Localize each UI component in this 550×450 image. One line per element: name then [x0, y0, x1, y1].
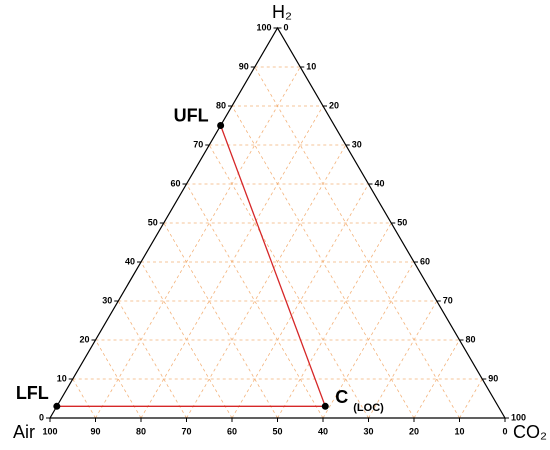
- point: [53, 402, 61, 410]
- co2-tick-label: 0: [284, 22, 289, 32]
- point-label: LFL: [16, 383, 49, 403]
- grid-line: [208, 144, 369, 419]
- co2-tick-label: 80: [466, 334, 476, 344]
- air-tick-label: 60: [227, 426, 237, 436]
- point-label: UFL: [174, 105, 209, 125]
- co2-tick-label: 30: [352, 139, 362, 149]
- grid-line: [163, 222, 278, 419]
- air-tick-label: 30: [363, 426, 373, 436]
- grid-line: [277, 222, 392, 419]
- air-tick-label: 10: [454, 426, 464, 436]
- h2-tick-label: 60: [170, 178, 180, 188]
- h2-tick-label: 10: [57, 373, 67, 383]
- grid-line: [231, 105, 415, 419]
- air-tick-label: 70: [181, 426, 191, 436]
- h2-tick-label: 20: [79, 334, 89, 344]
- co2-tick-label: 10: [306, 61, 316, 71]
- co2-tick-label: 70: [443, 295, 453, 305]
- h2-tick-label: 80: [216, 100, 226, 110]
- air-tick-label: 100: [42, 426, 57, 436]
- h2-tick-label: 90: [239, 61, 249, 71]
- point: [321, 402, 329, 410]
- air-tick-label: 40: [318, 426, 328, 436]
- grid-line: [117, 300, 187, 419]
- top-vertex-label: H₂: [272, 2, 292, 22]
- air-tick-label: 50: [272, 426, 282, 436]
- co2-tick-label: 60: [420, 256, 430, 266]
- point-label: C: [335, 387, 348, 407]
- co2-tick-label: 40: [375, 178, 385, 188]
- grid-line: [95, 66, 301, 419]
- boundary-line: [220, 125, 326, 407]
- h2-tick-label: 30: [102, 295, 112, 305]
- air-tick-label: 90: [90, 426, 100, 436]
- co2-tick-label: 100: [511, 412, 526, 422]
- grid-line: [186, 144, 347, 419]
- grid-line: [254, 66, 460, 419]
- air-tick-label: 80: [136, 426, 146, 436]
- h2-tick-label: 100: [256, 22, 271, 32]
- h2-tick-label: 40: [125, 256, 135, 266]
- h2-tick-label: 70: [193, 139, 203, 149]
- grid-line: [459, 378, 483, 419]
- h2-tick-label: 50: [148, 217, 158, 227]
- h2-tick-label: 0: [39, 412, 44, 422]
- left-vertex-label: Air: [13, 422, 35, 442]
- air-tick-label: 20: [409, 426, 419, 436]
- grid-line: [72, 378, 96, 419]
- triangle-frame: [48, 26, 507, 419]
- grid-line: [368, 300, 438, 419]
- co2-tick-label: 20: [329, 100, 339, 110]
- point-note: (LOC): [353, 402, 384, 414]
- co2-tick-label: 50: [397, 217, 407, 227]
- air-tick-label: 0: [502, 426, 507, 436]
- point: [217, 122, 225, 129]
- grid-line: [140, 261, 233, 419]
- right-vertex-label: CO₂: [513, 422, 547, 442]
- co2-tick-label: 90: [488, 373, 498, 383]
